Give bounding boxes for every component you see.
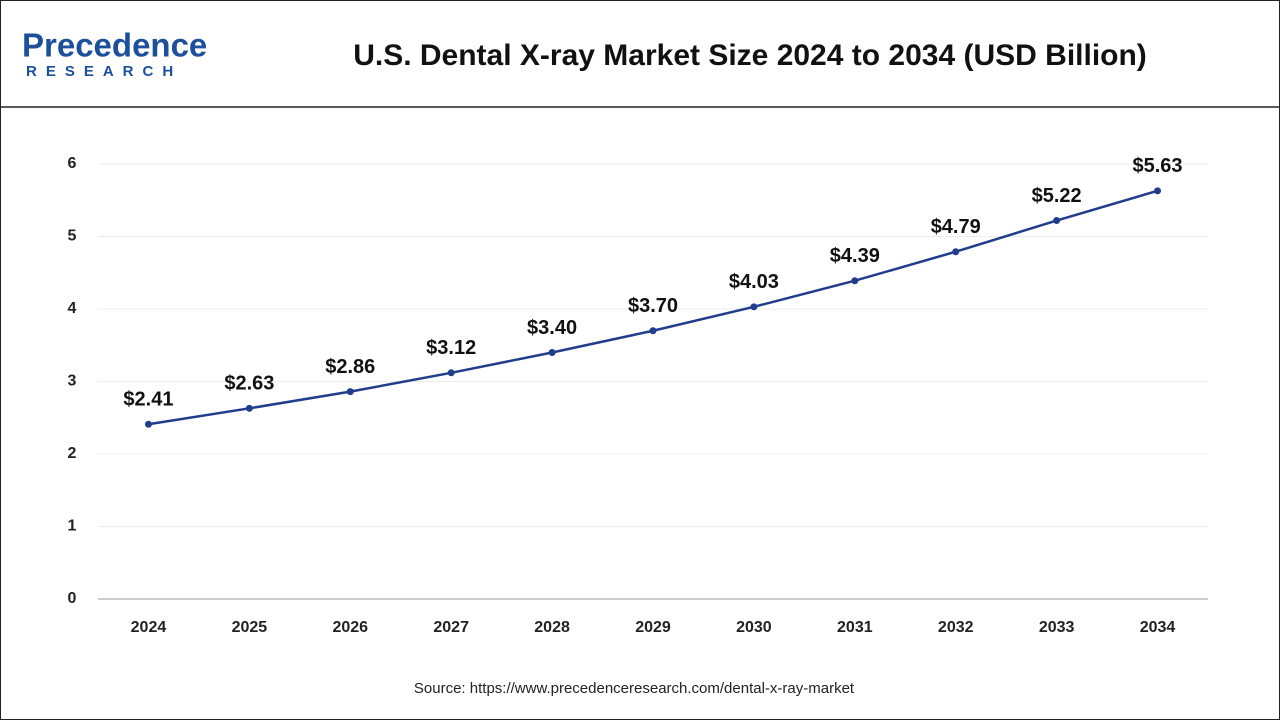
data-point: [750, 303, 758, 311]
data-point: [144, 420, 152, 428]
chart-title: U.S. Dental X-ray Market Size 2024 to 20…: [353, 39, 1147, 72]
data-label: $4.79: [931, 216, 981, 238]
x-tick-label: 2024: [131, 619, 167, 636]
data-label: $5.63: [1133, 155, 1183, 177]
data-label: $2.86: [325, 356, 375, 378]
data-point: [1053, 217, 1061, 225]
x-tick-label: 2027: [433, 619, 469, 636]
x-tick-label: 2028: [534, 619, 570, 636]
x-tick-label: 2025: [232, 619, 268, 636]
data-label: $4.03: [729, 271, 779, 293]
data-point: [851, 277, 859, 285]
data-point: [952, 248, 960, 256]
x-tick-label: 2034: [1140, 619, 1176, 636]
x-tick-label: 2032: [938, 619, 974, 636]
data-point: [1154, 187, 1162, 195]
data-label: $4.39: [830, 245, 880, 267]
data-label: $5.22: [1032, 185, 1082, 207]
data-point: [447, 369, 455, 377]
x-tick-label: 2030: [736, 619, 772, 636]
data-label: $2.63: [224, 373, 274, 395]
y-tick-label: 6: [68, 155, 77, 172]
y-tick-label: 2: [68, 445, 77, 462]
logo-tagline: RESEARCH: [26, 63, 182, 80]
y-tick-label: 3: [68, 373, 77, 390]
data-label: $2.41: [123, 389, 173, 411]
y-tick-label: 5: [68, 228, 77, 245]
data-point: [548, 349, 556, 356]
x-tick-label: 2033: [1039, 619, 1075, 636]
logo-name: Precedence: [22, 27, 207, 64]
y-tick-label: 1: [68, 518, 77, 535]
data-point: [649, 327, 657, 335]
data-label: $3.40: [527, 317, 577, 339]
data-point: [346, 388, 354, 396]
data-label: $3.12: [426, 337, 476, 359]
data-point: [245, 404, 253, 412]
x-tick-label: 2031: [837, 619, 873, 636]
source: Source: https://www.precedenceresearch.c…: [414, 680, 855, 697]
x-tick-label: 2029: [635, 619, 671, 636]
y-tick-label: 4: [68, 300, 77, 317]
x-tick-label: 2026: [332, 619, 368, 636]
y-tick-label: 0: [68, 590, 77, 607]
data-label: $3.70: [628, 295, 678, 317]
